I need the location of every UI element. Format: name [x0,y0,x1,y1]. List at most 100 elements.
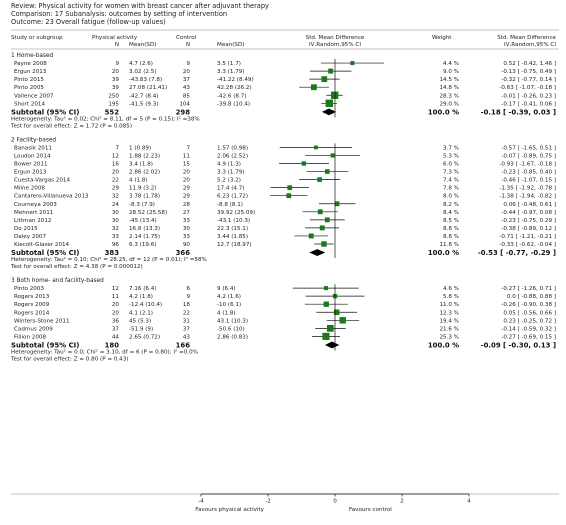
study-weight: 7.8 % [443,186,459,192]
study-mean-sd-1: 6.3 (19.6) [129,242,157,248]
study-ci: -0.93 [ -1.67, -0.18 ] [499,162,556,168]
subtotal-n1: 383 [105,249,120,257]
study-n2: 90 [183,242,191,248]
study-weight: 8.2 % [443,202,459,208]
study-n2: 9 [186,294,190,300]
column-group1-meansd: Mean(SD) [129,42,156,48]
study-weight: 8.8 % [443,226,459,232]
column-study: Study or subgroup [11,35,63,41]
study-n1: 32 [112,194,119,200]
study-name: Rogers 2014 [14,310,50,316]
x-tick-label: 2 [400,499,404,505]
effect-square [328,68,334,74]
study-name: Cadmus 2009 [14,326,53,332]
study-weight: 12.3 % [439,310,459,316]
study-n1: 96 [112,242,120,248]
study-n1: 9 [115,61,119,67]
study-n1: 250 [108,93,119,99]
study-n2: 20 [183,178,191,184]
study-ci: -0.57 [ -1.65, 0.51 ] [501,145,556,151]
study-weight: 19.4 % [439,318,459,324]
study-name: Vallence 2007 [14,93,54,99]
study-mean-sd-2: -8.8 (8.1) [217,202,243,208]
study-mean-sd-2: 4.9 (1.3) [217,162,241,168]
study-weight: 25.3 % [439,334,459,340]
study-ci: -0.14 [ -0.59, 0.32 ] [501,326,556,332]
group-title: 3 Both home- and facility-based [11,278,104,284]
column-group2: Control [176,35,197,41]
study-n1: 44 [112,334,120,340]
study-n2: 43 [183,85,191,91]
study-n2: 20 [183,170,191,176]
study-n1: 12 [112,286,119,292]
review-title: Review: Physical activity for women with… [11,2,269,10]
study-n1: 30 [112,218,120,224]
study-n1: 20 [112,310,120,316]
effect-square [317,177,322,182]
comparison-title: Comparison: 17 Subanalysis: outcomes by … [11,10,227,18]
study-ci: 0.52 [ -0.42, 1.46 ] [503,61,556,67]
study-name: Kiecolt-Glaser 2014 [14,242,70,248]
study-mean-sd-1: -42.7 (8.4) [129,93,159,99]
study-n1: 39 [112,77,120,83]
study-weight: 8.0 % [443,194,459,200]
study-mean-sd-1: 4.1 (2.1) [129,310,153,316]
study-mean-sd-2: 43.1 (10.3) [217,318,248,324]
study-ci: -0.23 [ -0.75, 0.29 ] [501,218,556,224]
study-ci: -1.35 [ -1.92, -0.78 ] [499,186,556,192]
effect-square [317,209,323,215]
study-weight: 14.8 % [439,85,459,91]
subtotal-diamond [324,341,340,349]
subtotal-label: Subtotal (95% CI) [11,108,79,116]
study-mean-sd-1: 3.02 (2.5) [129,69,157,75]
study-n2: 11 [183,153,191,159]
study-mean-sd-2: 39.92 (25.09) [217,210,255,216]
effect-square [333,309,340,315]
study-n2: 29 [183,186,191,192]
study-mean-sd-1: 2.14 (1.75) [129,234,160,240]
study-n2: 29 [183,194,191,200]
study-ci: -0.26 [ -0.90, 0.38 ] [501,302,556,308]
subtotal-ci: -0.53 [ -0.77, -0.29 ] [478,249,556,257]
study-name: Short 2014 [14,101,45,107]
study-mean-sd-2: 3.5 (1.7) [217,61,241,67]
effect-square [321,76,328,83]
study-mean-sd-2: 3.44 (1.85) [217,234,248,240]
study-ci: -0.33 [ -0.62, -0.04 ] [499,242,556,248]
column-effect2-sub: IV,Random,95% CI [504,42,556,48]
group-title: 2 Facility-based [11,137,56,143]
subtotal-n2: 366 [176,249,191,257]
study-n2: 104 [179,101,190,107]
effect-square [324,169,330,174]
study-n1: 195 [108,101,119,107]
study-mean-sd-2: 4.2 (1.6) [217,294,241,300]
column-effect: Std. Mean Difference [306,35,365,41]
study-mean-sd-1: 7.16 (6.4) [129,286,157,292]
overall-effect-text: Test for overall effect: Z = 4.38 (P = 0… [10,264,143,270]
subtotal-diamond [321,108,337,116]
study-mean-sd-2: 42.28 (26.2) [217,85,252,91]
study-weight: 29.0 % [439,101,459,107]
favours-left-label: Favours physical activity [195,507,264,513]
study-weight: 7.4 % [443,178,459,184]
subtotal-ci: -0.18 [ -0.39, 0.03 ] [481,108,556,116]
study-ci: -0.71 [ -1.21, -0.21 ] [499,234,556,240]
effect-square [323,301,329,307]
study-name: Pinto 2015 [14,77,44,83]
study-name: Bower 2011 [14,162,48,168]
study-n1: 29 [112,186,120,192]
effect-square [321,241,327,247]
x-tick-label: -2 [265,499,271,505]
column-group1-n: N [115,42,119,48]
subtotal-weight: 100.0 % [428,341,459,349]
study-name: Loudon 2014 [14,153,51,159]
study-n1: 39 [112,85,120,91]
study-weight: 8.4 % [443,210,459,216]
study-mean-sd-1: -45 (13.4) [129,218,157,224]
study-n1: 20 [112,302,120,308]
study-weight: 6.0 % [443,162,459,168]
column-group2-meansd: Mean(SD) [217,42,244,48]
study-n2: 31 [183,318,191,324]
study-n2: 20 [183,69,191,75]
study-n2: 6 [186,286,190,292]
